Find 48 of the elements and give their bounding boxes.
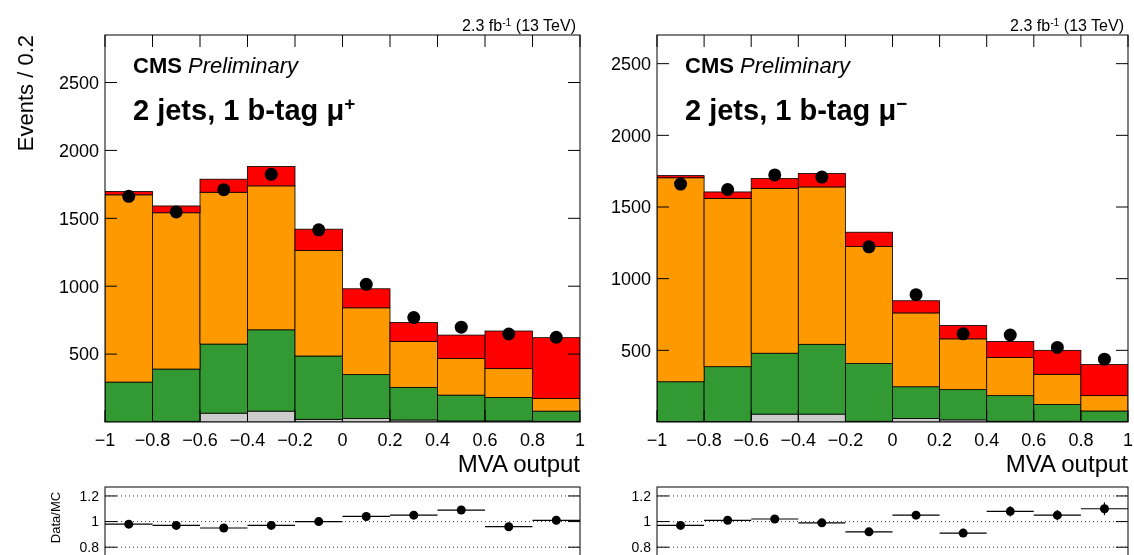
annotation: 2 jets, 1 b-tag μ$^{+}$ xyxy=(133,92,356,126)
y-tick-label: 1000 xyxy=(58,276,99,297)
x-tick-label: −0.6 xyxy=(733,430,769,450)
x-tick-label: 1 xyxy=(1122,430,1134,450)
x-tick-label: 0 xyxy=(337,430,348,450)
annotation: 2 jets, 1 b-tag μ$^{−}$ xyxy=(685,92,908,126)
x-tick-label: −0.6 xyxy=(182,430,218,450)
annotation: CMS Preliminary xyxy=(685,53,853,78)
x-tick-label: 0.4 xyxy=(424,430,451,450)
x-tick-label: 0 xyxy=(887,430,898,450)
x-tick-label: 0.6 xyxy=(472,430,498,450)
x-tick-label: 0.4 xyxy=(974,430,1000,450)
y-axis-title: Events / 0.2 xyxy=(13,35,38,152)
y-tick-label: 2000 xyxy=(58,140,99,161)
y-tick-label: 500 xyxy=(68,344,99,365)
y-tick-label: 2500 xyxy=(58,72,99,93)
x-tick-label: −0.4 xyxy=(229,430,266,450)
x-tick-label: 0.2 xyxy=(377,430,403,450)
x-tick-label: 1 xyxy=(574,430,586,450)
y-tick-label: 1000 xyxy=(610,268,651,289)
y-tick-label: 1 xyxy=(643,513,652,530)
y-tick-label: 0.8 xyxy=(79,539,100,555)
annotation: CMS Preliminary xyxy=(133,53,301,78)
x-tick-label: −1 xyxy=(94,430,116,450)
y-axis-title: Data/MC xyxy=(48,491,63,544)
y-tick-label: 2500 xyxy=(610,53,651,74)
text: 2.3 fb$^{-1}$ (13 TeV) xyxy=(462,16,576,34)
x-tick-label: −0.8 xyxy=(134,430,171,450)
x-tick-label: 0.8 xyxy=(1068,430,1094,450)
x-tick-label: 0.6 xyxy=(1021,430,1047,450)
y-tick-label: 1 xyxy=(91,513,100,530)
x-axis-title: MVA output xyxy=(1005,450,1129,477)
y-tick-label: 0.8 xyxy=(631,539,652,555)
y-tick-label: 1500 xyxy=(610,197,651,218)
y-tick-label: 1.2 xyxy=(631,487,652,504)
y-tick-label: 500 xyxy=(620,340,651,361)
x-tick-label: 0.8 xyxy=(519,430,546,450)
x-tick-label: −0.8 xyxy=(686,430,722,450)
x-axis-title: MVA output xyxy=(457,450,581,477)
y-tick-label: 2000 xyxy=(610,125,651,146)
y-tick-label: 1500 xyxy=(58,208,99,229)
y-tick-label: 1.2 xyxy=(79,487,100,504)
x-tick-label: −0.2 xyxy=(277,430,313,450)
x-tick-label: −0.4 xyxy=(780,430,817,450)
x-tick-label: 0.2 xyxy=(927,430,953,450)
x-tick-label: −0.2 xyxy=(827,430,864,450)
text: 2.3 fb$^{-1}$ (13 TeV) xyxy=(1010,16,1124,34)
x-tick-label: −1 xyxy=(646,430,668,450)
